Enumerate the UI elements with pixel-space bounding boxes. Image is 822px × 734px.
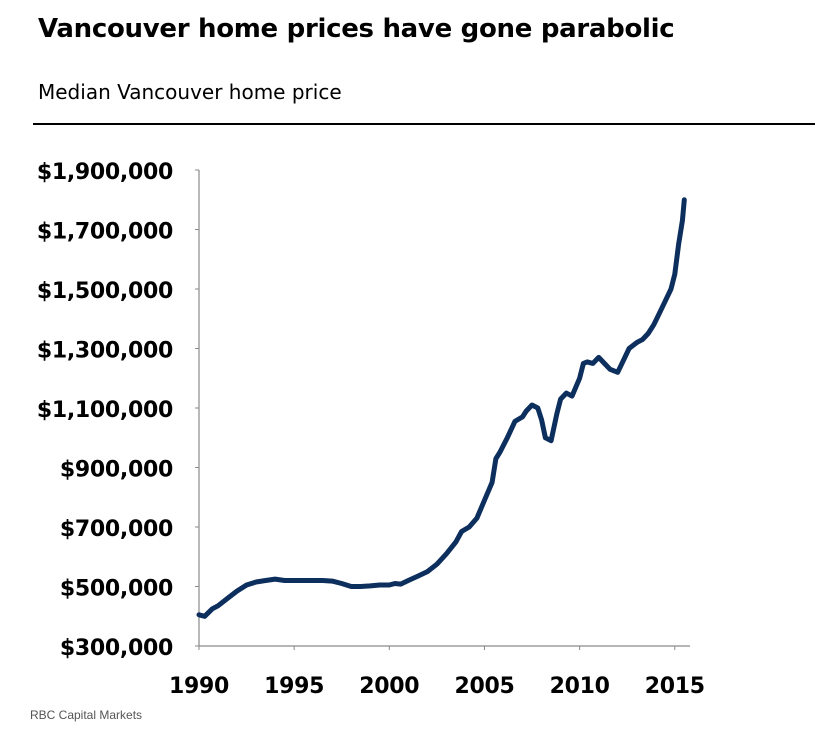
y-tick-label: $1,700,000: [37, 220, 173, 245]
x-tick-label: 2000: [359, 674, 419, 699]
x-tick-label: 2005: [454, 674, 514, 699]
x-tick-label: 1995: [264, 674, 324, 699]
title-divider: [33, 123, 815, 125]
series-line: [196, 197, 687, 619]
series-layer: [196, 197, 687, 619]
y-tick-label: $1,500,000: [37, 279, 173, 304]
y-tick-label: $1,100,000: [37, 398, 173, 423]
x-axis: 1990 1995 2000 2005 2010 2015: [169, 645, 705, 699]
y-tick-label: $300,000: [60, 636, 173, 661]
x-tick-label: 1990: [169, 674, 229, 699]
y-tick-label: $700,000: [60, 517, 173, 542]
y-tick-label: $1,900,000: [37, 160, 173, 185]
y-tick-label: $1,300,000: [37, 339, 173, 364]
x-tick-label: 2015: [645, 674, 705, 699]
chart-subtitle: Median Vancouver home price: [38, 80, 342, 104]
source-note: RBC Capital Markets: [30, 708, 143, 722]
y-tick-label: $900,000: [60, 458, 173, 483]
chart-title: Vancouver home prices have gone paraboli…: [38, 14, 675, 44]
y-axis: $300,000 $500,000 $700,000 $900,000 $1,100,0…: [37, 160, 200, 661]
x-tick-label: 2010: [550, 674, 610, 699]
y-tick-label: $500,000: [60, 577, 173, 602]
